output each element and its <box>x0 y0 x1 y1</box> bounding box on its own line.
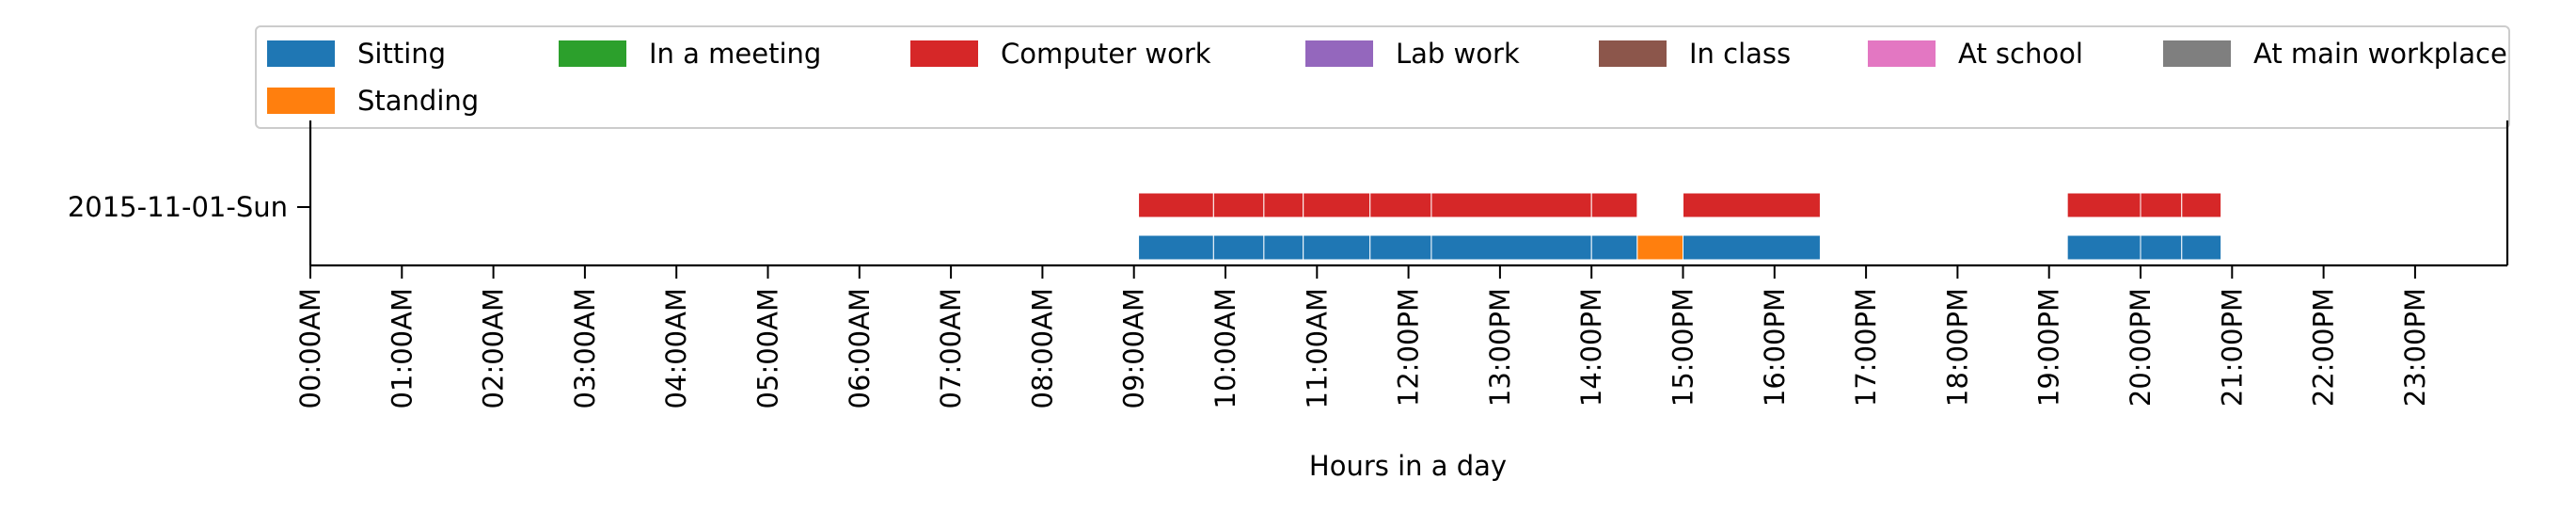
x-tick-label: 10:00AM <box>1209 288 1241 408</box>
bar-computer-work-10 <box>2181 192 2222 218</box>
legend-swatch-at-main-workplace <box>2163 40 2231 67</box>
bar-sitting-0 <box>1138 234 1214 261</box>
x-tick-label: 17:00PM <box>1850 288 1882 407</box>
legend-label-computer-work: Computer work <box>1001 38 1211 70</box>
x-tick-label: 09:00AM <box>1118 288 1150 408</box>
bar-sitting-1 <box>1212 234 1265 261</box>
bar-computer-work-2 <box>1263 192 1304 218</box>
legend-item-at-school: At school <box>1868 38 2083 70</box>
legend-frame <box>255 25 2510 129</box>
bar-computer-work-4 <box>1369 192 1432 218</box>
x-tick-label: 23:00PM <box>2399 288 2431 407</box>
bar-sitting-10 <box>2181 234 2222 261</box>
legend-item-in-class: In class <box>1599 38 1791 70</box>
x-tick-label: 16:00PM <box>1759 288 1791 407</box>
x-tick-label: 02:00AM <box>478 288 510 408</box>
x-tick-label: 00:00AM <box>294 288 326 408</box>
bar-sitting-5 <box>1430 234 1592 261</box>
legend-item-computer-work: Computer work <box>910 38 1211 70</box>
x-tick-label: 11:00AM <box>1301 288 1333 408</box>
bar-sitting-3 <box>1303 234 1371 261</box>
legend: Sitting In a meeting Computer work Lab work… <box>255 25 2510 129</box>
bar-computer-work-8 <box>2066 192 2141 218</box>
x-tick-label: 06:00AM <box>844 288 876 408</box>
legend-label-lab-work: Lab work <box>1396 38 1520 70</box>
legend-swatch-at-school <box>1868 40 1936 67</box>
x-tick-label: 21:00PM <box>2216 288 2248 407</box>
legend-label-in-class: In class <box>1689 38 1791 70</box>
y-tick-label: 2015-11-01-Sun <box>68 191 288 223</box>
x-tick-label: 13:00PM <box>1484 288 1516 407</box>
legend-swatch-standing <box>267 88 335 114</box>
bar-computer-work-7 <box>1683 192 1821 218</box>
x-tick-label: 04:00AM <box>660 288 692 408</box>
bar-computer-work-3 <box>1303 192 1371 218</box>
x-tick-label: 12:00PM <box>1393 288 1425 407</box>
x-tick-label: 20:00PM <box>2125 288 2157 407</box>
bar-computer-work-9 <box>2140 192 2183 218</box>
bar-standing-0 <box>1636 234 1683 261</box>
legend-swatch-lab-work <box>1305 40 1373 67</box>
legend-item-sitting: Sitting <box>267 38 446 70</box>
legend-label-at-main-workplace: At main workplace <box>2253 38 2507 70</box>
legend-item-at-main-workplace: At main workplace <box>2163 38 2507 70</box>
bar-sitting-4 <box>1369 234 1432 261</box>
x-tick-label: 08:00AM <box>1026 288 1058 408</box>
x-tick-label: 19:00PM <box>2033 288 2065 407</box>
bar-sitting-7 <box>1683 234 1821 261</box>
bar-computer-work-1 <box>1212 192 1265 218</box>
series-standing <box>1636 234 1683 261</box>
axes: 2015-11-01-Sun 00:00AM 01:00AM 02:00AM 03:00… <box>68 120 2509 408</box>
legend-swatch-in-class <box>1599 40 1667 67</box>
legend-item-in-a-meeting: In a meeting <box>559 38 821 70</box>
bar-sitting-2 <box>1263 234 1304 261</box>
bar-computer-work-6 <box>1590 192 1638 218</box>
legend-item-standing: Standing <box>267 85 479 117</box>
legend-item-lab-work: Lab work <box>1305 38 1520 70</box>
bar-sitting-8 <box>2066 234 2141 261</box>
legend-swatch-sitting <box>267 40 335 67</box>
series-sitting <box>1138 234 2222 261</box>
x-tick-label: 01:00AM <box>386 288 418 408</box>
legend-swatch-computer-work <box>910 40 978 67</box>
bar-sitting-9 <box>2140 234 2183 261</box>
series-computer-work <box>1138 192 2222 218</box>
bar-computer-work-0 <box>1138 192 1214 218</box>
x-tick-label: 03:00AM <box>569 288 601 408</box>
x-tick-label: 15:00PM <box>1667 288 1699 407</box>
legend-label-in-a-meeting: In a meeting <box>649 38 821 70</box>
legend-swatch-in-a-meeting <box>559 40 626 67</box>
legend-label-at-school: At school <box>1958 38 2083 70</box>
legend-label-standing: Standing <box>357 85 479 117</box>
legend-label-sitting: Sitting <box>357 38 446 70</box>
x-tick-label: 18:00PM <box>1941 288 1973 407</box>
bar-sitting-6 <box>1590 234 1638 261</box>
x-axis-label: Hours in a day <box>1309 450 1507 482</box>
plot-bars <box>1138 192 2222 261</box>
x-tick-label: 05:00AM <box>752 288 784 408</box>
bar-computer-work-5 <box>1430 192 1592 218</box>
x-tick-label: 22:00PM <box>2308 288 2340 407</box>
x-tick-label: 14:00PM <box>1575 288 1607 407</box>
x-tick-label: 07:00AM <box>935 288 967 408</box>
